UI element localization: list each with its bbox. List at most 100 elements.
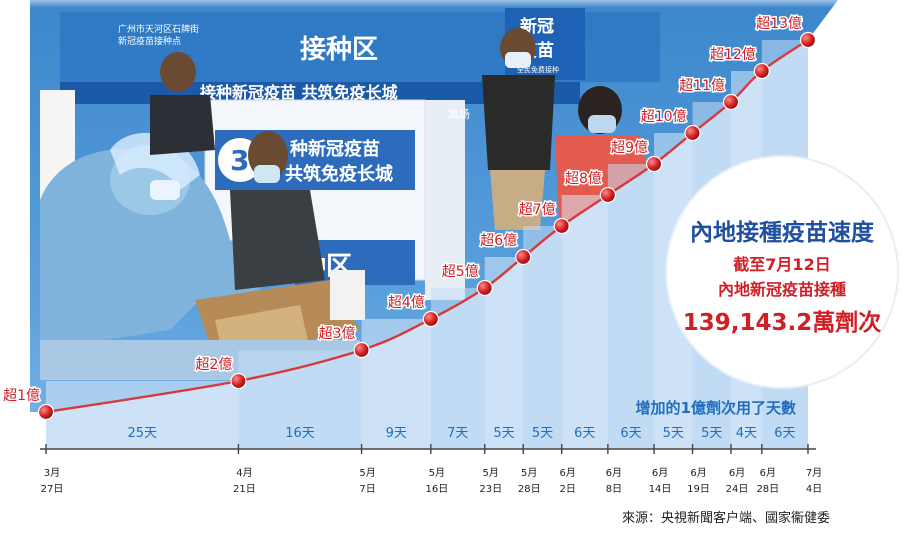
days-label: 6天 (620, 426, 641, 441)
data-point (422, 310, 439, 328)
x-tick-day: 24日 (726, 484, 749, 495)
info-circle (665, 155, 899, 389)
standing-man-left (150, 52, 215, 155)
banner-small-text: 广州市天河区石牌街新冠疫苗接种点 (118, 23, 199, 47)
banner-small-line2: 新冠疫苗接种点 (118, 35, 181, 47)
days-labels: 25天 16天 9天 7天 5天 5天 6天 6天 5天 5天 4天 6天 (127, 426, 795, 441)
point-label: 超6億 (480, 233, 517, 249)
days-label: 5天 (532, 426, 553, 441)
data-point (684, 124, 701, 142)
x-tick-day: 21日 (233, 484, 256, 495)
source-note: 來源：央視新聞客户端、國家衞健委 (622, 510, 830, 526)
day-band (430, 288, 485, 449)
x-tick-month: 6月 (652, 467, 668, 479)
x-tick-day: 2日 (560, 484, 576, 495)
sign-small-text: 全民免费接种 (517, 65, 559, 74)
x-tick-day: 8日 (606, 484, 622, 495)
x-tick-month: 7月 (806, 467, 822, 479)
x-tick-day: 28日 (756, 484, 779, 495)
days-label: 5天 (493, 426, 514, 441)
sign-text-1: 新冠 (520, 16, 554, 37)
patient-man (230, 131, 325, 290)
day-band (46, 381, 239, 449)
x-tick-labels: 3月 27日 4月 21日 5月 7日 5月 16日 5月 23日 5月 28日 6月 2日 6月 8日 6月 1… (41, 467, 823, 495)
point-label: 超4億 (388, 295, 425, 311)
x-tick-month: 6月 (690, 467, 706, 479)
x-axis (40, 444, 816, 454)
point-label: 超9億 (611, 140, 648, 156)
data-point (599, 186, 616, 204)
info-title: 內地接種疫苗速度 (690, 219, 875, 246)
data-point (799, 31, 817, 49)
point-label: 超5億 (442, 264, 479, 280)
x-tick-month: 5月 (429, 467, 445, 479)
days-label: 4天 (736, 426, 757, 441)
data-point (553, 217, 570, 235)
point-label: 超2億 (196, 357, 233, 373)
point-label: 超10億 (641, 109, 687, 125)
point-label: 超7億 (519, 202, 556, 218)
photo-fade (0, 0, 907, 8)
days-heading: 增加的1億劑次用了天數 (636, 399, 796, 417)
x-tick-day: 7日 (359, 484, 375, 495)
x-tick-month: 3月 (44, 467, 60, 479)
board-text: 种新冠疫苗 (289, 138, 380, 160)
point-label: 超13億 (756, 16, 802, 32)
day-band (607, 164, 655, 449)
point-label: 超12億 (710, 47, 756, 63)
day-band (523, 226, 562, 449)
days-label: 5天 (663, 426, 684, 441)
point-label: 超3億 (319, 326, 356, 342)
x-tick-month: 6月 (606, 467, 622, 479)
info-date: 截至7月12日 (733, 255, 830, 274)
banner-small-line1: 广州市天河区石牌街 (118, 23, 199, 35)
data-point (515, 248, 532, 266)
standing-man-center (482, 28, 555, 230)
board-text-2: 共筑免疫长城 (285, 163, 393, 185)
data-point (645, 155, 663, 173)
x-tick-month: 4月 (236, 467, 252, 479)
x-tick-day: 23日 (479, 484, 502, 495)
exit-text: 离场 (448, 107, 470, 121)
x-tick-month: 5月 (521, 467, 537, 479)
x-tick-day: 14日 (649, 484, 672, 495)
info-subtitle: 內地新冠疫苗接種 (718, 280, 846, 299)
x-tick-month: 5月 (359, 467, 375, 479)
data-points (37, 31, 817, 421)
x-tick-day: 19日 (687, 484, 710, 495)
data-point (37, 403, 55, 421)
days-label: 25天 (127, 426, 157, 441)
day-band (361, 319, 431, 449)
x-tick-day: 4日 (806, 484, 822, 495)
x-tick-month: 6月 (729, 467, 745, 479)
days-label: 16天 (285, 426, 315, 441)
day-band (561, 195, 608, 449)
slogan-text: 接种新冠疫苗 共筑免疫长城 (200, 83, 398, 102)
x-tick-day: 28日 (518, 484, 541, 495)
banner-text: 接种区 (300, 35, 378, 65)
x-tick-month: 6月 (760, 467, 776, 479)
x-tick-month: 5月 (483, 467, 499, 479)
data-point (476, 279, 493, 297)
board-number: 3 (230, 144, 249, 177)
info-badge: 內地接種疫苗速度 截至7月12日 內地新冠疫苗接種 139,143.2萬劑次 (665, 155, 899, 389)
info-total: 139,143.2萬劑次 (683, 309, 882, 336)
data-point (753, 62, 770, 80)
point-label: 超8億 (565, 171, 602, 187)
data-point (230, 372, 247, 390)
x-tick-day: 16日 (425, 484, 448, 495)
days-label: 5天 (701, 426, 722, 441)
days-label: 9天 (386, 426, 407, 441)
days-label: 6天 (774, 426, 795, 441)
point-label: 超11億 (679, 78, 725, 94)
days-label: 7天 (447, 426, 468, 441)
x-tick-day: 27日 (41, 484, 64, 495)
point-label: 超1億 (3, 388, 40, 404)
data-point (722, 93, 740, 111)
data-point (353, 341, 370, 359)
x-tick-month: 6月 (560, 467, 576, 479)
days-label: 6天 (574, 426, 595, 441)
